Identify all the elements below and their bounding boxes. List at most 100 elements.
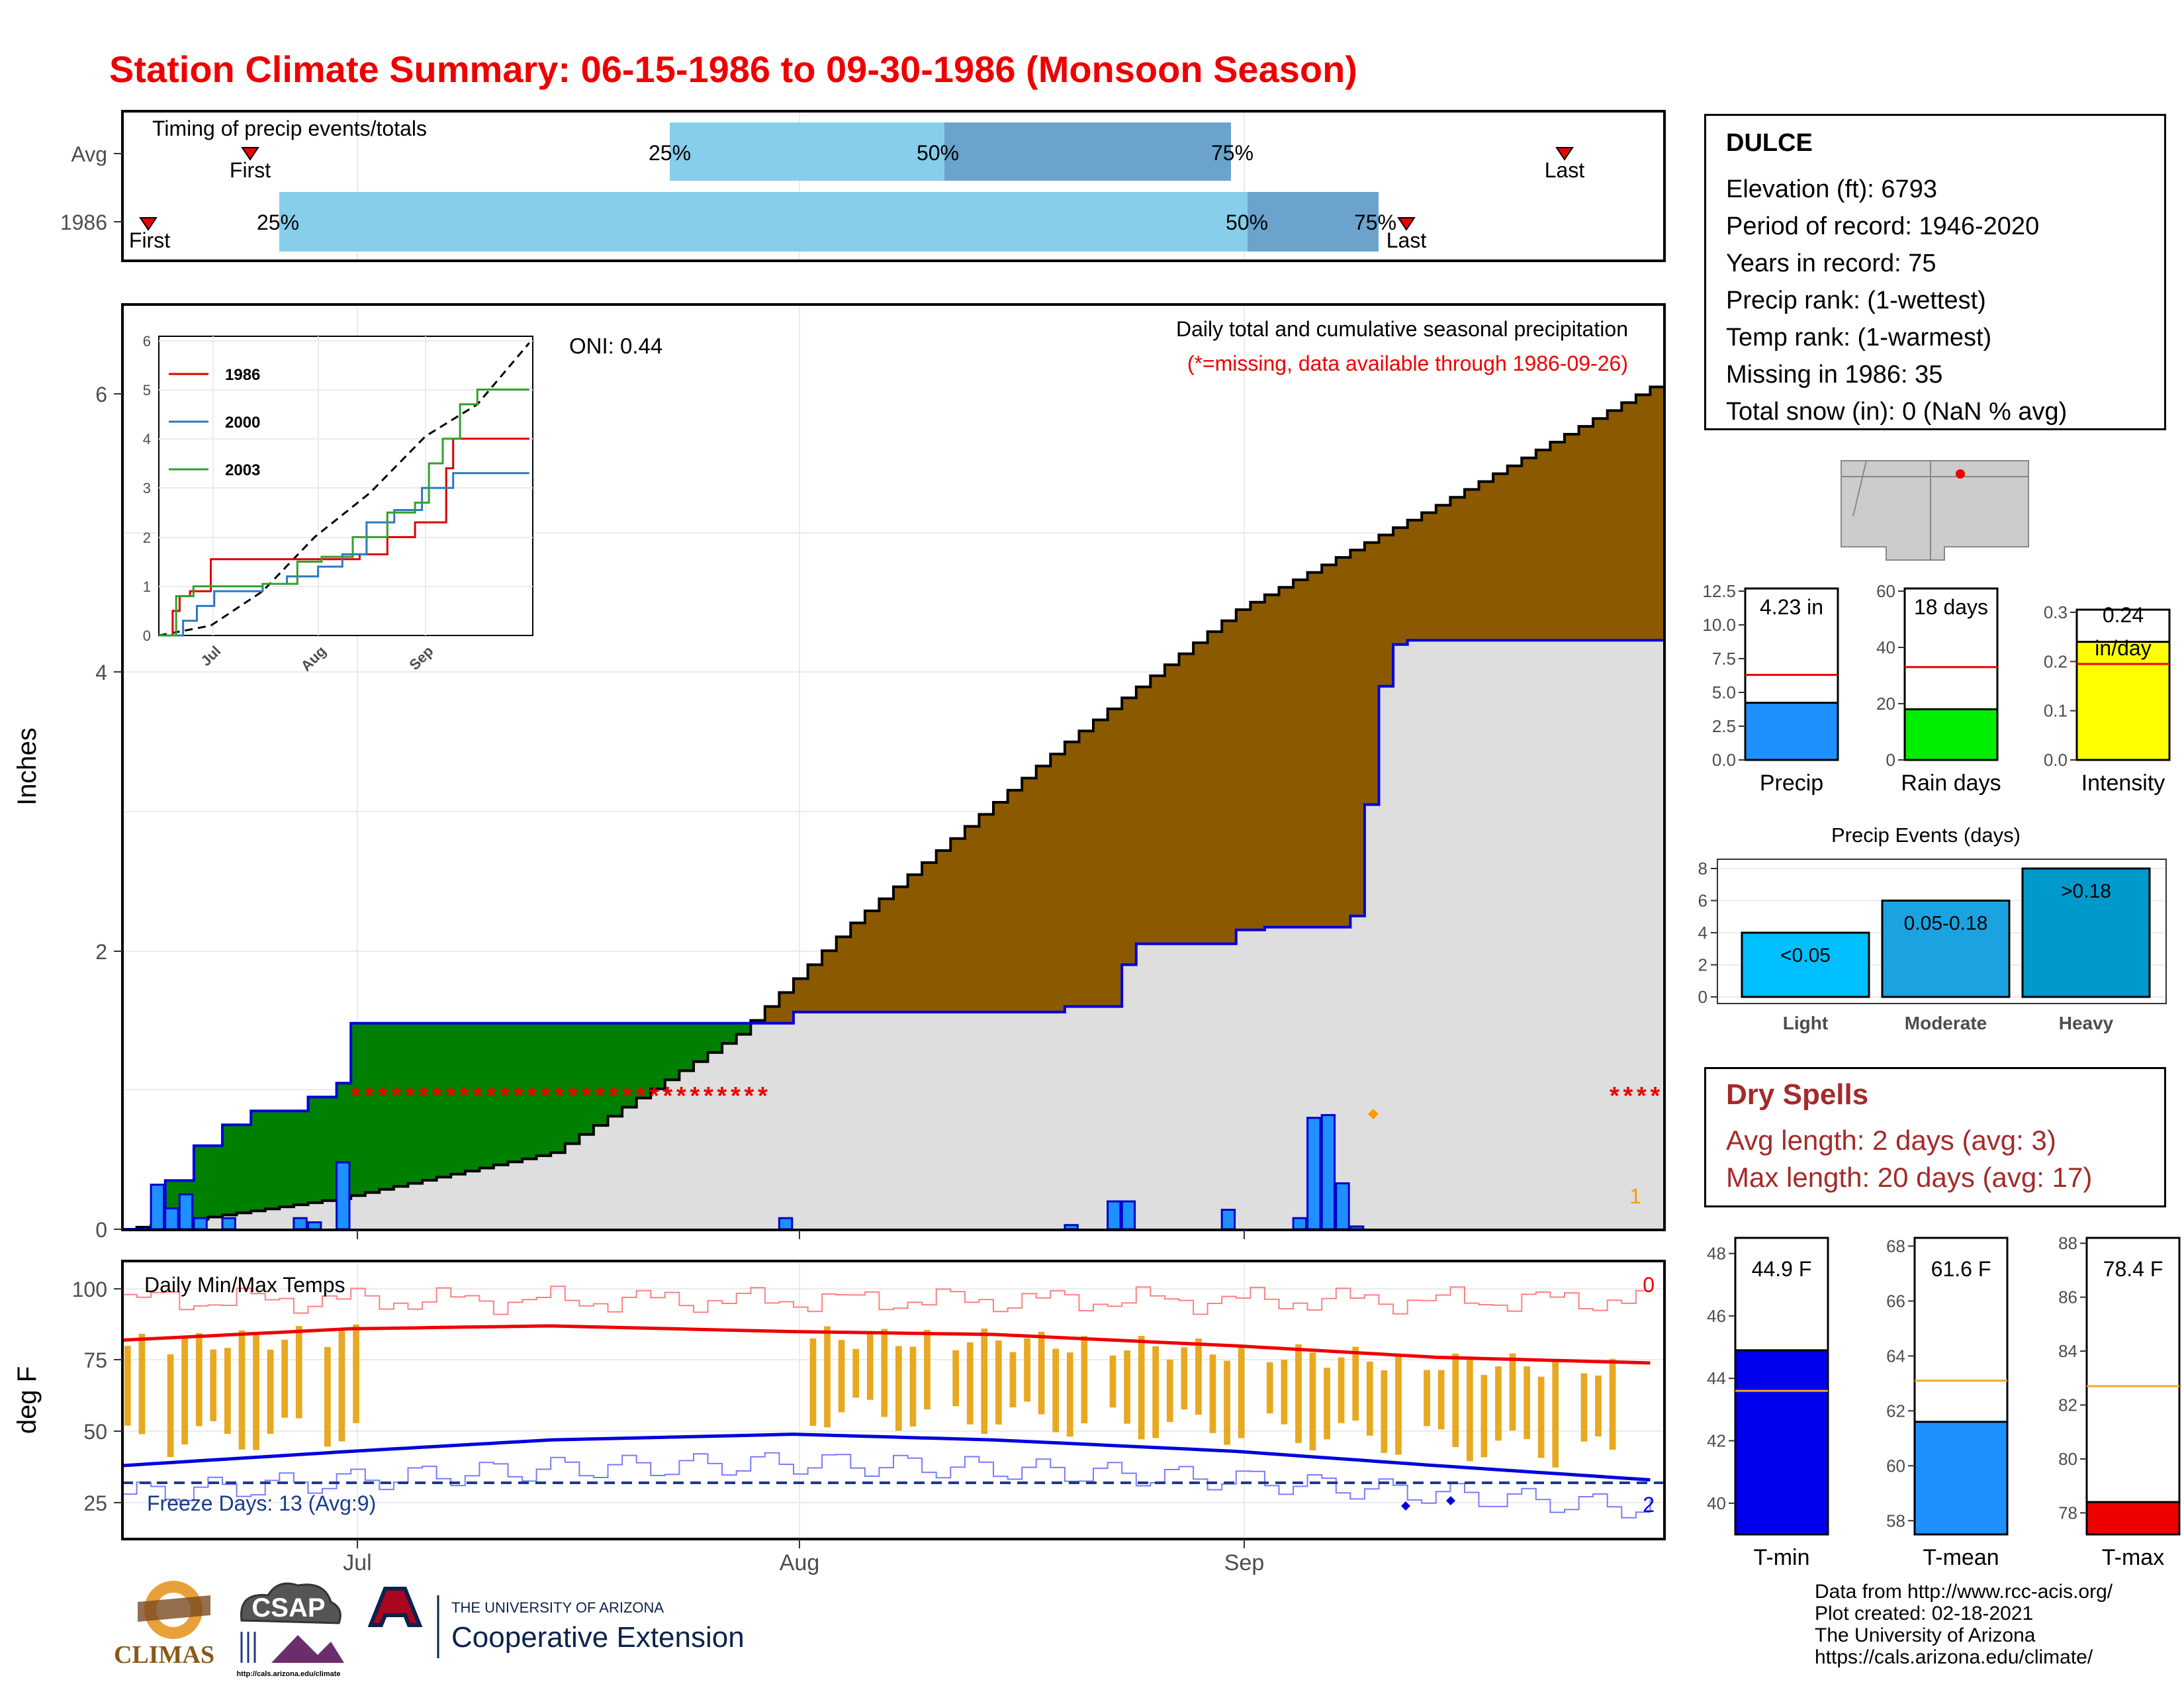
summary-label: Intensity xyxy=(2081,771,2165,796)
daily-precip-bar xyxy=(164,1207,179,1231)
daily-temp-bar xyxy=(1509,1353,1516,1430)
month-label-jul: Jul xyxy=(343,1550,371,1575)
daily-temp-bar xyxy=(1595,1376,1602,1436)
missing-marker: * xyxy=(582,1082,592,1110)
daily-temp-bar xyxy=(324,1346,331,1447)
avg-25-label: 25% xyxy=(649,141,691,165)
daily-precip-bar xyxy=(1107,1200,1122,1231)
temp-summary-value-label: 78.4 F xyxy=(2103,1257,2163,1281)
temp-summary-ytick: 68 xyxy=(1886,1236,1905,1256)
missing-marker: * xyxy=(745,1082,754,1110)
precip-caption: Daily total and cumulative seasonal prec… xyxy=(1176,317,1628,341)
temp-summary-value-label: 61.6 F xyxy=(1931,1257,1991,1281)
missing-marker: * xyxy=(676,1082,686,1110)
temp-summary-ytick: 84 xyxy=(2058,1341,2077,1361)
avg-cumulative-line xyxy=(122,385,1664,1231)
events-ytick: 6 xyxy=(1698,891,1707,911)
summary-value-bar xyxy=(1903,708,1999,761)
inset-1986-line xyxy=(159,438,529,637)
daily-temp-bar xyxy=(138,1334,146,1434)
daily-precip-bar xyxy=(150,1184,165,1231)
timing-panel: Timing of precip events/totals Avg 1986 … xyxy=(60,110,1666,262)
ua-logo: THE UNIVERSITY OF ARIZONA Cooperative Ex… xyxy=(367,1587,745,1658)
daily-temp-bar xyxy=(1395,1355,1402,1455)
precip-ytick: 0 xyxy=(95,1218,107,1242)
daily-temp-bar xyxy=(195,1333,203,1427)
missing-marker: * xyxy=(351,1082,361,1110)
daily-temp-bar xyxy=(1452,1353,1459,1448)
avg-max-temp-line xyxy=(122,1324,1651,1365)
daily-temp-bar xyxy=(1109,1355,1116,1408)
inset-ytick: 6 xyxy=(143,333,151,350)
daily-temp-bar xyxy=(1181,1347,1188,1410)
temp-summary-bar xyxy=(2085,1501,2181,1536)
summary-label: Precip xyxy=(1760,771,1823,796)
daily-temp-bar xyxy=(1066,1352,1073,1437)
inset-avg-line xyxy=(158,342,530,637)
missing-marker: * xyxy=(405,1082,415,1110)
daily-temp-bar xyxy=(1295,1344,1302,1444)
credit-line: https://cals.arizona.edu/climate/ xyxy=(1815,1646,2093,1668)
missing-marker: * xyxy=(568,1082,578,1110)
record-min-line xyxy=(122,1452,1651,1519)
summary-ytick: 60 xyxy=(1876,581,1895,601)
temp-ylabel: deg F xyxy=(13,1366,42,1434)
missing-marker: * xyxy=(486,1082,496,1110)
station-info-box: DULCE Elevation (ft): 6793 Period of rec… xyxy=(1704,114,2166,430)
events-category-light: Light xyxy=(1783,1013,1828,1033)
timing-label: Timing of precip events/totals xyxy=(152,117,427,140)
daily-temp-bar xyxy=(1238,1344,1245,1438)
daily-temp-bar xyxy=(1309,1352,1316,1451)
summary-value-label: 18 days xyxy=(1914,595,1988,619)
daily-precip-bar xyxy=(1335,1182,1350,1231)
missing-marker: * xyxy=(419,1082,429,1110)
missing-marker: * xyxy=(758,1082,768,1110)
month-label-sep: Sep xyxy=(1224,1550,1265,1575)
temp-summary-bar xyxy=(1734,1349,1829,1536)
events-ytick: 4 xyxy=(1698,923,1707,943)
daily-temp-bar xyxy=(1580,1373,1588,1442)
temp-summary-ytick: 42 xyxy=(1707,1431,1726,1451)
season-summary-bars: 0.0 2.5 5.0 7.5 10.0 12.5 4.23 in Precip 0 20 40 60… xyxy=(1702,581,2171,796)
daily-precip-bar xyxy=(336,1161,351,1231)
missing-marker: * xyxy=(527,1082,537,1110)
1986-50-75-bar xyxy=(1248,192,1379,252)
csap-logo-text: CSAP xyxy=(251,1593,325,1622)
missing-markers: * * * * * * * * * * * * * * * * * * * * * * * * * * * * * * * * * * * xyxy=(351,1082,1661,1110)
summary-value-bar xyxy=(1744,702,1839,761)
daily-temp-bar xyxy=(295,1326,302,1419)
avg-first-label: First xyxy=(230,158,271,182)
1986-first-marker xyxy=(139,217,158,231)
missing-marker: * xyxy=(378,1082,388,1110)
daily-temp-bar xyxy=(1166,1359,1173,1423)
avg-last-marker xyxy=(1555,147,1574,161)
station-precip-rank: Precip rank: (1-wettest) xyxy=(1726,287,1986,314)
station-name: DULCE xyxy=(1726,129,1813,157)
record-max-line xyxy=(122,1286,1651,1315)
daily-temp-bar xyxy=(253,1335,259,1450)
daily-temp-bar xyxy=(809,1338,817,1426)
missing-marker: * xyxy=(1623,1082,1633,1110)
temp-ytick: 50 xyxy=(83,1420,107,1444)
station-location-dot xyxy=(1956,469,1965,479)
daily-temp-bar xyxy=(267,1349,274,1434)
temp-summary-bars: 40 42 44 46 48 44.9 F T-min 58 60 62 64 66 68 61.6 F T… xyxy=(1707,1233,2181,1570)
missing-marker: * xyxy=(636,1082,646,1110)
credit-line: Data from http://www.rcc-acis.org/ xyxy=(1815,1581,2113,1603)
daily-temp-bar xyxy=(224,1348,231,1434)
temp-summary-ytick: 58 xyxy=(1886,1511,1905,1530)
daily-temp-bar xyxy=(895,1346,902,1431)
events-ytick: 2 xyxy=(1698,955,1707,975)
precip-ylabel: Inches xyxy=(13,727,42,806)
daily-temp-bar xyxy=(852,1348,859,1398)
missing-marker: * xyxy=(500,1082,510,1110)
temp-summary-ytick: 60 xyxy=(1886,1456,1905,1476)
missing-marker: * xyxy=(690,1082,700,1110)
missing-marker: * xyxy=(649,1082,659,1110)
daily-temp-bar xyxy=(1052,1348,1059,1432)
summary-ytick: 2.5 xyxy=(1712,716,1736,736)
avg-min-temp-line xyxy=(122,1432,1651,1481)
daily-temp-bar xyxy=(952,1350,959,1407)
summary-ytick: 0.0 xyxy=(2044,750,2068,770)
daily-temp-bar xyxy=(1266,1362,1273,1414)
